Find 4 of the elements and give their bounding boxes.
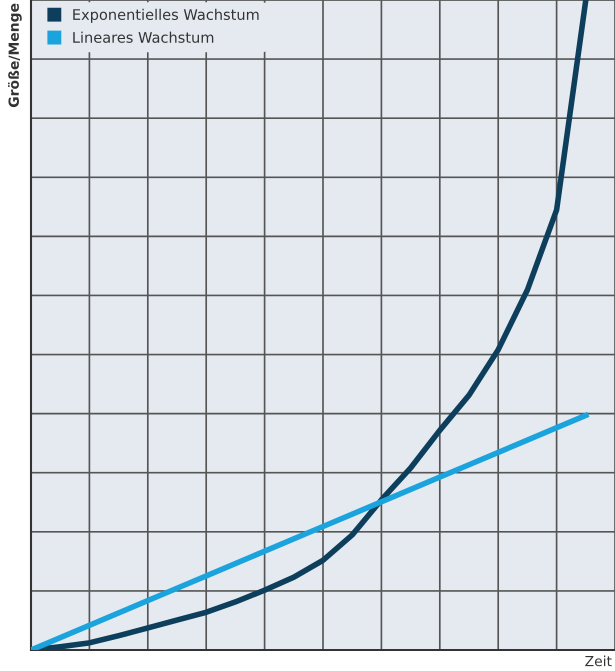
y-axis-title: Größe/Menge	[8, 4, 22, 108]
legend-label: Lineares Wachstum	[73, 32, 214, 43]
x-axis-title: Zeit	[585, 656, 612, 666]
legend-label: Exponentielles Wachstum	[73, 8, 259, 23]
